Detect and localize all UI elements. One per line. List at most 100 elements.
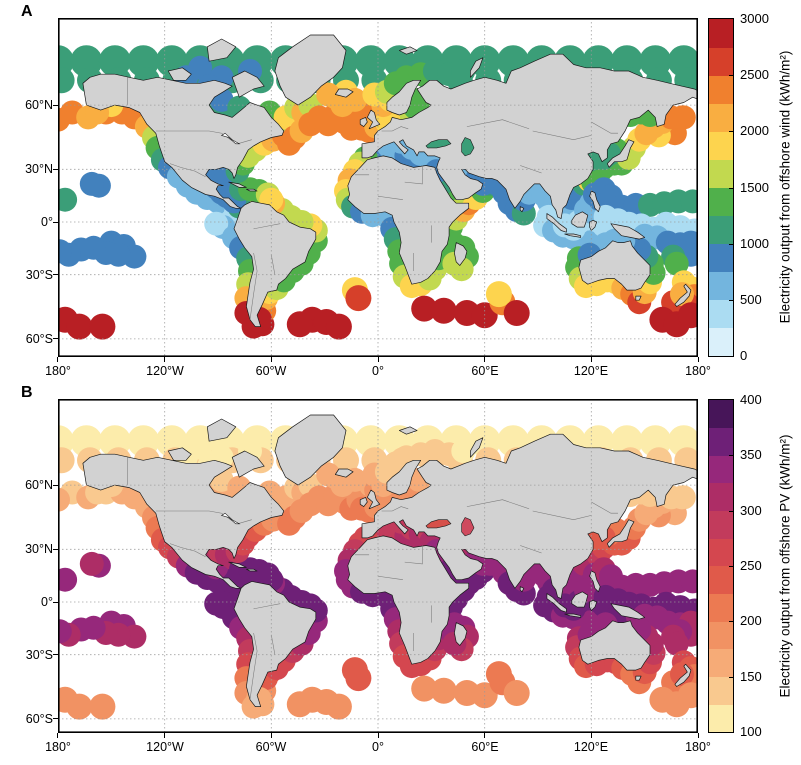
- y-tick-mark: [53, 549, 58, 550]
- colorbar-tick-mark: [729, 676, 733, 678]
- colorbar-tick-mark: [729, 187, 733, 189]
- y-tick-mark: [53, 222, 58, 223]
- x-tick-label: 60°E: [471, 740, 499, 754]
- y-tick-label: 0°: [41, 215, 53, 229]
- colorbar-tick-mark: [729, 75, 733, 77]
- panel-b-letter: B: [21, 384, 33, 401]
- y-tick-label: 30°S: [25, 648, 53, 662]
- x-tick-label: 60°E: [471, 364, 499, 378]
- x-tick-label: 120°E: [573, 740, 609, 754]
- y-tick-label: 60°N: [25, 478, 53, 492]
- colorbar-band: [709, 187, 733, 217]
- colorbar-tick-mark: [729, 566, 733, 567]
- x-tick-mark: [271, 733, 272, 738]
- x-tick-label: 0°: [372, 364, 384, 378]
- x-tick-mark: [164, 733, 165, 738]
- colorbar-tick-mark: [729, 621, 733, 623]
- colorbar-tick-label: 0: [740, 348, 748, 363]
- panel-a-colorbar: [708, 18, 734, 357]
- colorbar-tick-label: 200: [740, 613, 762, 628]
- x-tick-mark: [698, 733, 699, 738]
- map-svg: [58, 399, 698, 733]
- x-tick-label: 180°: [685, 364, 711, 378]
- x-tick-label: 120°W: [146, 740, 184, 754]
- colorbar-tick-mark: [729, 455, 733, 457]
- x-tick-mark: [378, 733, 379, 738]
- x-tick-mark: [378, 357, 379, 362]
- colorbar-tick-label: 250: [740, 558, 762, 573]
- colorbar-tick-label: 100: [740, 724, 762, 739]
- x-tick-label: 180°: [685, 740, 711, 754]
- x-tick-mark: [591, 357, 592, 362]
- colorbar-band: [709, 243, 733, 273]
- colorbar-band: [709, 455, 733, 484]
- x-tick-mark: [271, 357, 272, 362]
- colorbar-band: [709, 649, 733, 678]
- x-tick-label: 60°W: [255, 740, 287, 754]
- panel-a-map: 60°N 30°N 0° 30°S 60°S 180° 120°W 60°W 0° 60°E 120…: [25, 18, 711, 378]
- colorbar-tick-label: 500: [740, 292, 762, 307]
- x-tick-label: 120°W: [146, 364, 184, 378]
- colorbar-band: [709, 510, 733, 539]
- panel-b-colorbar: [708, 399, 734, 733]
- black-sea: [425, 139, 452, 149]
- colorbar-band: [709, 327, 733, 357]
- y-tick-label: 60°S: [25, 332, 53, 346]
- colorbar-tick-label: 1500: [740, 180, 769, 195]
- colorbar-tick-label: 1000: [740, 236, 769, 251]
- y-tick-label: 60°S: [25, 712, 53, 726]
- colorbar-band: [709, 271, 733, 301]
- axes-frame: [58, 18, 698, 357]
- colorbar-tick-label: 150: [740, 669, 762, 684]
- x-tick-mark: [698, 357, 699, 362]
- x-tick-label: 60°W: [255, 364, 287, 378]
- colorbar-tick-mark: [729, 299, 733, 301]
- y-tick-mark: [53, 274, 58, 275]
- colorbar-tick-label: 2500: [740, 67, 769, 82]
- data-blobs: [58, 425, 698, 720]
- colorbar-band: [709, 676, 733, 705]
- great-lakes: [220, 132, 241, 145]
- colorbar-band: [709, 299, 733, 329]
- x-tick-mark: [484, 357, 485, 362]
- x-tick-mark: [57, 357, 58, 362]
- colorbar-tick-label: 2000: [740, 123, 769, 138]
- colorbar-band: [709, 538, 733, 567]
- y-tick-mark: [53, 169, 58, 170]
- graticule-grid: [58, 18, 698, 357]
- panel-b-map: 60°N 30°N 0° 30°S 60°S 180° 120°W 60°W 0° 60°E 120…: [25, 399, 711, 754]
- y-tick-mark: [53, 105, 58, 106]
- colorbar-band: [709, 621, 733, 650]
- x-tick-label: 0°: [372, 740, 384, 754]
- graticule-grid: [58, 399, 698, 733]
- colorbar-band: [709, 566, 733, 595]
- colorbar-band: [709, 400, 733, 429]
- colorbar-band: [709, 159, 733, 188]
- colorbar-band: [709, 215, 733, 245]
- y-tick-label: 60°N: [25, 98, 53, 112]
- great-lakes: [220, 512, 241, 525]
- colorbar-tick-label: 400: [740, 392, 762, 407]
- map-svg: [58, 18, 698, 357]
- caspian-sea: [461, 517, 475, 537]
- colorbar-band: [709, 19, 733, 48]
- colorbar-tick-mark: [729, 131, 733, 133]
- x-tick-mark: [164, 357, 165, 362]
- y-tick-label: 30°S: [25, 268, 53, 282]
- y-tick-mark: [53, 654, 58, 655]
- black-sea: [425, 519, 452, 529]
- colorbar-tick-mark: [729, 243, 733, 245]
- colorbar-band: [709, 593, 733, 622]
- y-tick-mark: [53, 718, 58, 719]
- colorbar-band: [709, 75, 733, 104]
- colorbar-band: [709, 103, 733, 132]
- x-tick-mark: [57, 733, 58, 738]
- y-tick-mark: [53, 602, 58, 603]
- panel-a-letter: A: [21, 3, 33, 20]
- x-tick-label: 180°: [45, 364, 71, 378]
- y-tick-mark: [53, 485, 58, 486]
- colorbar-band: [709, 427, 733, 456]
- y-tick-label: 0°: [41, 595, 53, 609]
- colorbar-tick-label: 350: [740, 447, 762, 462]
